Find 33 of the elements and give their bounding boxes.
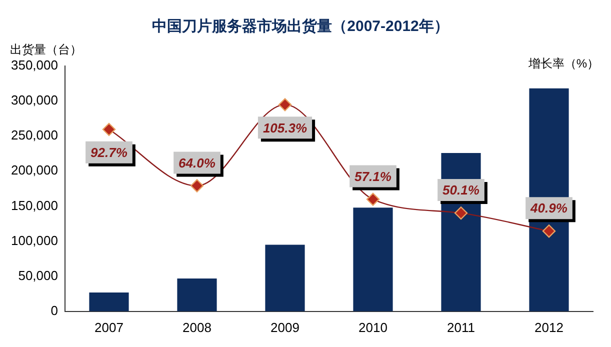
x-tick-label: 2012 xyxy=(534,320,564,335)
point xyxy=(278,98,292,112)
bar xyxy=(353,208,393,312)
data-label: 105.3% xyxy=(262,120,308,136)
bar xyxy=(89,292,129,312)
x-tick-label: 2008 xyxy=(182,320,212,335)
point xyxy=(366,192,380,206)
y-tick-label: 300,000 xyxy=(10,92,58,108)
point xyxy=(542,224,556,238)
x-tick-label: 2011 xyxy=(447,320,475,335)
x-tick-label: 2007 xyxy=(94,320,124,335)
point xyxy=(102,122,116,136)
bar xyxy=(265,244,305,312)
data-label: 57.1% xyxy=(354,168,392,184)
y-tick-label: 200,000 xyxy=(10,162,58,178)
chart-title: 中国刀片服务器市场出货量（2007-2012年） xyxy=(152,17,449,36)
y-tick-label: 0 xyxy=(50,302,58,318)
data-label: 64.0% xyxy=(178,155,216,170)
bar xyxy=(177,278,217,312)
y-tick-label: 50,000 xyxy=(18,268,58,283)
y-tick-label: 250,000 xyxy=(10,128,58,143)
data-label: 40.9% xyxy=(530,200,568,216)
y-tick-label: 150,000 xyxy=(10,198,58,213)
x-tick-label: 2010 xyxy=(358,320,388,335)
point xyxy=(190,179,204,192)
x-tick-label: 2009 xyxy=(270,320,300,335)
data-label: 92.7% xyxy=(90,144,128,160)
point xyxy=(454,206,468,220)
y2-axis-title: 增长率（%） xyxy=(527,56,599,70)
y-axis-title: 出货量（台） xyxy=(10,42,82,56)
y-tick-label: 100,000 xyxy=(10,232,58,248)
data-label: 50.1% xyxy=(442,182,480,198)
y-tick-label: 350,000 xyxy=(10,58,58,73)
